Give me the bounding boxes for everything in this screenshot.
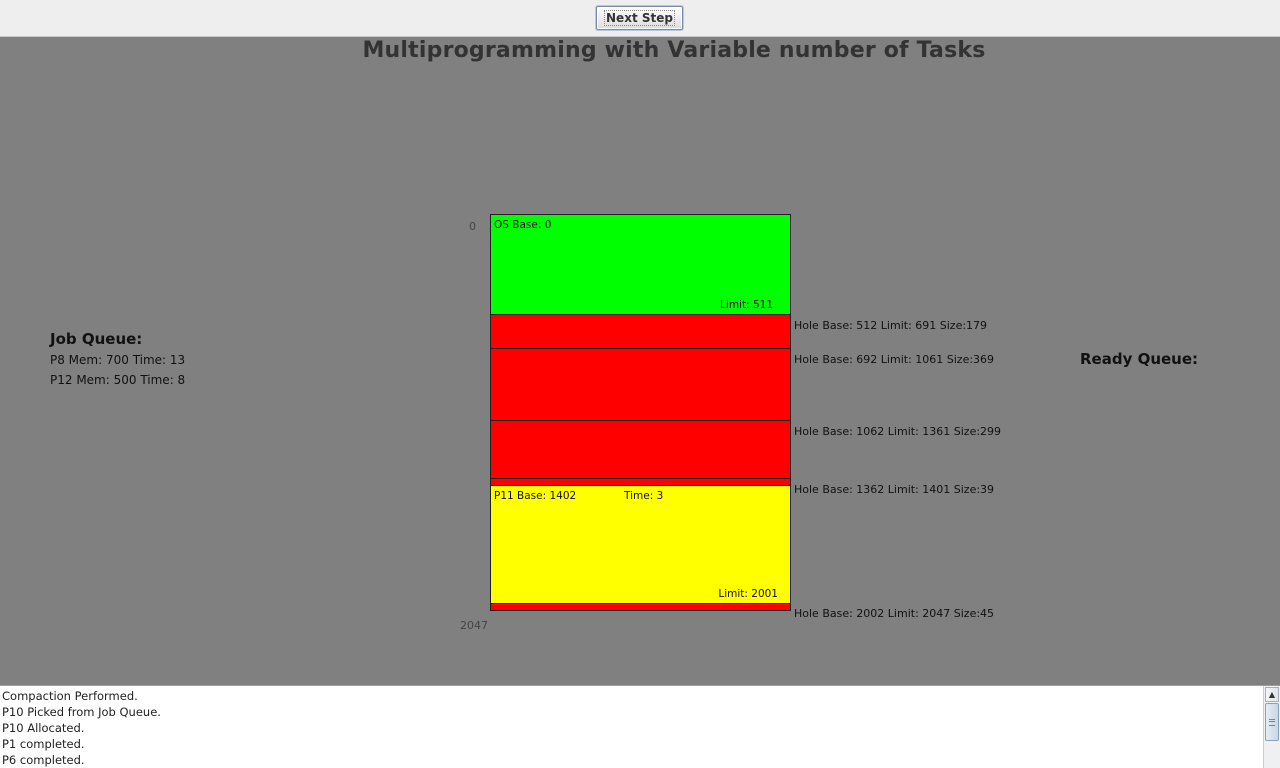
process-time-label: Time: 3: [624, 490, 664, 502]
hole-block: [490, 603, 791, 611]
job-queue-item: P12 Mem: 500 Time: 8: [50, 373, 186, 387]
hole-label: Hole Base: 1362 Limit: 1401 Size:39: [794, 483, 995, 496]
hole-label: Hole Base: 692 Limit: 1061 Size:369: [794, 353, 995, 366]
hole-block: [490, 348, 791, 421]
log-line: P1 completed.: [2, 737, 85, 751]
job-queue-item: P8 Mem: 700 Time: 13: [50, 353, 186, 367]
hole-label: Hole Base: 512 Limit: 691 Size:179: [794, 319, 988, 332]
hole-block: [490, 420, 791, 479]
os-memory-block: OS Base: 0 Limit: 511: [490, 214, 791, 315]
process-limit-label: Limit: 2001: [718, 588, 778, 600]
scroll-up-icon[interactable]: ▲: [1265, 687, 1279, 702]
ready-queue-heading: Ready Queue:: [1080, 350, 1199, 368]
log-line: P6 completed.: [2, 753, 85, 767]
log-line: P10 Allocated.: [2, 721, 85, 735]
address-start-label: 0: [469, 220, 476, 233]
address-end-label: 2047: [460, 619, 488, 632]
os-base-label: OS Base: 0: [494, 219, 552, 231]
next-step-label: Next Step: [604, 10, 675, 26]
os-limit-label: Limit: 511: [720, 299, 773, 311]
toolbar: Next Step: [0, 0, 1280, 37]
page-title: Multiprogramming with Variable number of…: [362, 38, 986, 63]
log-scrollbar[interactable]: ▲: [1263, 686, 1280, 768]
log-line: Compaction Performed.: [2, 689, 138, 703]
next-step-button[interactable]: Next Step: [596, 6, 683, 30]
hole-label: Hole Base: 2002 Limit: 2047 Size:45: [794, 607, 995, 620]
scrollbar-thumb[interactable]: [1265, 703, 1279, 741]
event-log[interactable]: Compaction Performed. P10 Picked from Jo…: [0, 685, 1280, 768]
job-queue-heading: Job Queue:: [50, 330, 143, 348]
process-memory-block: P11 Base: 1402 Time: 3 Limit: 2001: [490, 485, 791, 604]
event-log-text[interactable]: Compaction Performed. P10 Picked from Jo…: [2, 688, 1260, 768]
grip-icon: [1269, 719, 1275, 726]
hole-block: [490, 314, 791, 349]
log-line: P10 Picked from Job Queue.: [2, 705, 161, 719]
hole-label: Hole Base: 1062 Limit: 1361 Size:299: [794, 425, 1002, 438]
process-base-label: P11 Base: 1402: [494, 490, 577, 502]
